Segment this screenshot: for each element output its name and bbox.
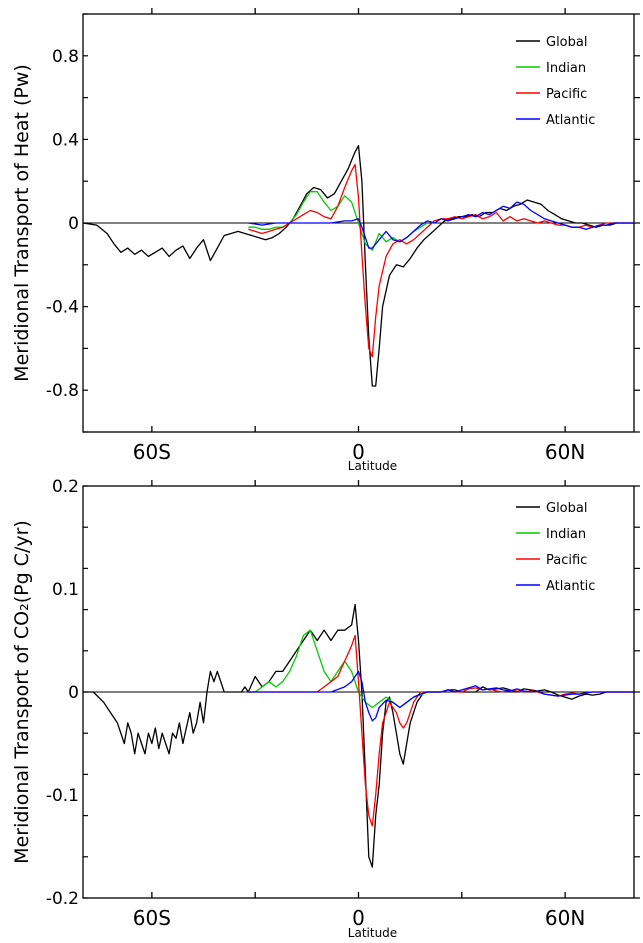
legend: Global Indian Pacific Atlantic xyxy=(516,35,595,128)
series-line-pacific xyxy=(248,163,634,358)
legend: Global Indian Pacific Atlantic xyxy=(516,501,595,594)
y-tick-label: 0.1 xyxy=(52,580,79,600)
legend-label-global: Global xyxy=(546,501,587,516)
y-tick-label: 0 xyxy=(68,683,79,703)
x-tick-label: 60S xyxy=(133,906,171,930)
legend-label-pacific: Pacific xyxy=(546,87,587,102)
legend-label-indian: Indian xyxy=(546,61,586,76)
y-tick-label: -0.4 xyxy=(46,298,79,318)
legend-label-atlantic: Atlantic xyxy=(546,579,595,594)
series-line-atlantic xyxy=(248,670,634,722)
x-tick-label: 60S xyxy=(133,440,171,464)
series-line-global xyxy=(82,145,634,387)
y-tick-label: 0 xyxy=(68,214,79,234)
y-tick-label: -0.2 xyxy=(46,889,79,909)
series-line-atlantic xyxy=(248,201,634,249)
y-tick-label: -0.1 xyxy=(46,786,79,806)
x-tick-label: 0 xyxy=(352,440,365,464)
x-axis-title: Latitude xyxy=(348,459,397,473)
series-line-pacific xyxy=(248,634,634,827)
y-tick-label: 0.8 xyxy=(52,47,79,67)
y-tick-label: -0.8 xyxy=(46,381,79,401)
y-axis-title: Meridional Transport of CO₂(Pg C/yr) xyxy=(11,520,33,864)
y-tick-label: 0.4 xyxy=(52,130,79,150)
x-tick-label: 60N xyxy=(545,440,585,464)
legend-label-atlantic: Atlantic xyxy=(546,113,595,128)
legend-label-indian: Indian xyxy=(546,527,586,542)
x-axis-title: Latitude xyxy=(348,926,397,940)
legend-label-global: Global xyxy=(546,35,587,50)
chart-panel-2: 60S 0 60N 0.2 0.1 0 -0.1 -0.2 Latitude Meridional… xyxy=(11,477,640,940)
y-tick-label: 0.2 xyxy=(52,477,79,497)
legend-label-pacific: Pacific xyxy=(546,553,587,568)
chart-panel-1: 60S 0 60N 0.8 0.4 0 -0.4 -0.8 Latitude Meridional… xyxy=(11,8,640,473)
x-tick-label: 0 xyxy=(352,906,365,930)
y-axis-title: Meridional Transport of Heat (Pw) xyxy=(11,64,33,382)
series-line-indian xyxy=(248,629,442,709)
series-line-global xyxy=(83,603,634,868)
x-tick-label: 60N xyxy=(545,906,585,930)
